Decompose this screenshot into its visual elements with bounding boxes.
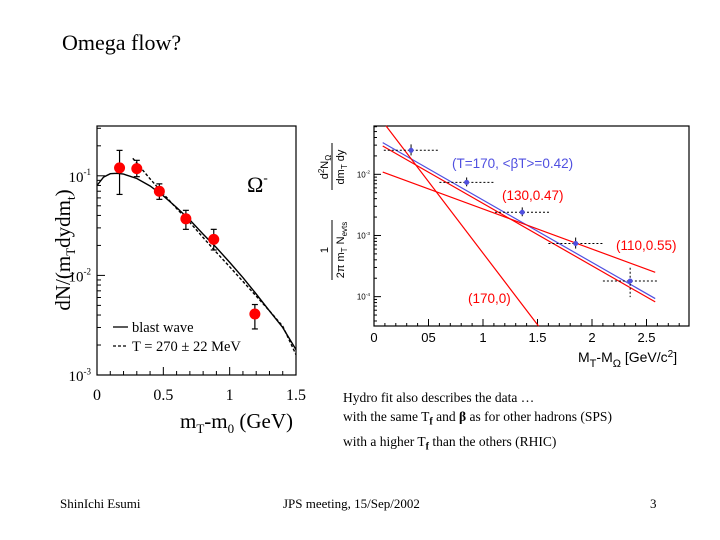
x-tick-label: 1.5 (528, 330, 546, 345)
fit-label: (T=170, <βT>=0.42) (452, 156, 573, 171)
fit-label: (170,0) (468, 291, 511, 306)
fit-line (385, 125, 540, 327)
fit-line (382, 142, 656, 300)
notes-text-part: with the same T (343, 409, 430, 424)
fit-label: (130,0.47) (502, 188, 564, 203)
y-title-denominator: dmT dy (335, 149, 349, 184)
footer-event: JPS meeting, 15/Sep/2002 (283, 496, 420, 511)
left-plot-frame (96, 125, 297, 376)
legend-label: T = 270 ± 22 MeV (132, 339, 241, 355)
x-tick-label: 0 (370, 330, 377, 345)
notes-subscript: f (429, 416, 433, 428)
x-axis-title: mT-m0 (GeV) (180, 409, 293, 436)
x-tick-label: 0.5 (153, 387, 173, 404)
notes-text-part: with a higher T (343, 433, 426, 449)
blast-wave-curve (96, 172, 297, 350)
notes-beta-symbol: β (458, 409, 467, 424)
notes-line-2: with the same Tf and β as for other hadr… (343, 407, 612, 432)
footer-page-number: 3 (650, 496, 657, 511)
data-point (180, 213, 192, 225)
fit-label: (110,0.55) (616, 238, 677, 253)
data-point (573, 240, 579, 246)
data-point (408, 147, 414, 153)
fit-line (382, 171, 656, 273)
fit-line (382, 145, 656, 303)
y-title-numerator: d2NΩ (317, 155, 333, 180)
notes-text-part: as for other hadrons (SPS) (466, 409, 612, 424)
x-tick-label: 0 (93, 387, 101, 404)
y-tick-label: 10-1 (69, 167, 92, 186)
notes-line-3: with a higher Tf than the others (RHIC) (343, 432, 612, 457)
notes-text-part: and (432, 409, 459, 424)
y-title-normalization: 2π mT Nevts (335, 222, 349, 279)
notes-text: Hydro fit also describes the data … with… (343, 388, 612, 456)
x-tick-label: 1 (479, 330, 486, 345)
data-point (464, 179, 470, 185)
footer-author: ShinIchi Esumi (60, 496, 141, 511)
data-point (249, 308, 261, 320)
data-point (131, 163, 143, 175)
legend-label: blast wave (132, 320, 194, 336)
data-point (208, 233, 220, 245)
y-tick-label: 10-2 (69, 267, 92, 286)
y-axis-title: dN/(mTdydmt) (51, 189, 78, 310)
x-tick-label: 1.5 (286, 387, 306, 404)
y-tick-label: 10-3 (357, 231, 371, 241)
particle-label: Ω- (247, 170, 268, 197)
x-tick-label: 2 (588, 330, 595, 345)
data-point (153, 185, 165, 197)
right-plot-frame (373, 125, 690, 327)
slide-title: Omega flow? (62, 30, 182, 55)
y-tick-label: 10-2 (357, 170, 371, 180)
notes-text-part: than the others (RHIC) (428, 433, 557, 449)
data-point (519, 209, 525, 215)
y-tick-label: 10-3 (69, 366, 92, 385)
data-point (627, 278, 633, 284)
notes-line-1: Hydro fit also describes the data … (343, 390, 535, 405)
x-tick-label: 05 (421, 330, 435, 345)
x-tick-label: 2.5 (637, 330, 655, 345)
y-tick-label: 10-4 (357, 292, 371, 302)
data-point (114, 162, 126, 174)
notes-subscript: f (425, 441, 429, 453)
x-axis-title: MT-MΩ [GeV/c2] (578, 349, 677, 370)
x-tick-label: 1 (226, 387, 234, 404)
y-title-one: 1 (319, 247, 331, 253)
